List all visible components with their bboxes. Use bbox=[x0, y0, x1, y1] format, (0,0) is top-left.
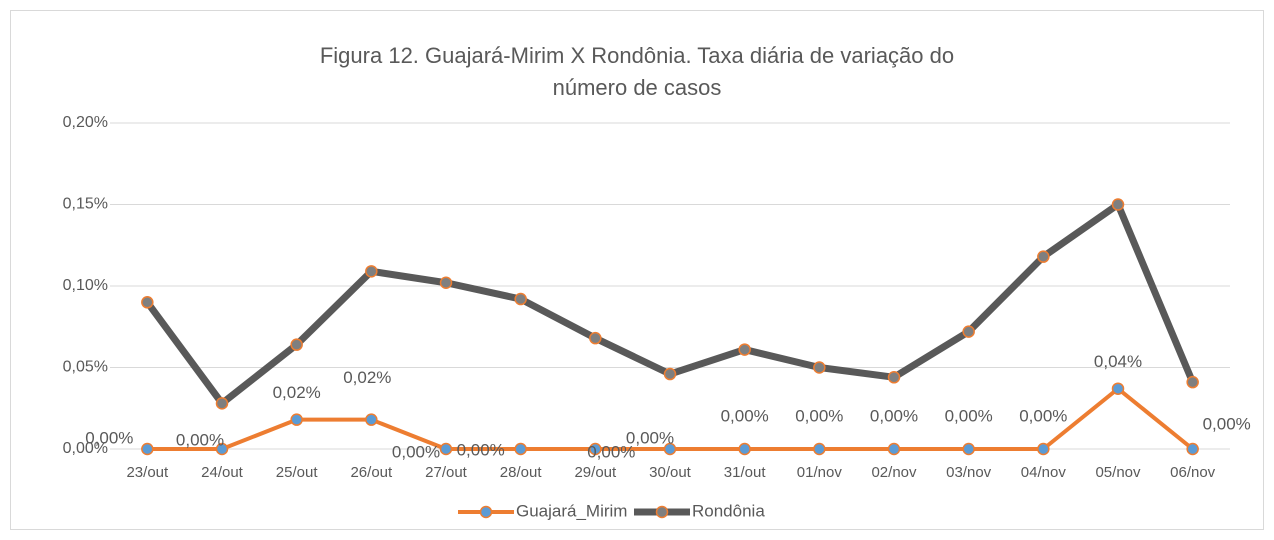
legend-marker bbox=[655, 505, 669, 519]
data-label: 0,00% bbox=[721, 406, 769, 425]
data-label: 0,00% bbox=[945, 406, 993, 425]
data-label: 0,00% bbox=[176, 430, 224, 449]
data-label: 0,00% bbox=[1203, 414, 1251, 433]
y-tick-label: 0,10% bbox=[63, 277, 108, 294]
point-marker bbox=[1111, 382, 1125, 395]
point-marker bbox=[962, 442, 975, 456]
point-marker bbox=[141, 442, 154, 456]
y-tick-label: 0,05% bbox=[63, 359, 108, 376]
x-tick-label: 29/out bbox=[574, 464, 617, 481]
point-marker bbox=[215, 442, 229, 456]
x-tick-label: 31/out bbox=[724, 464, 767, 481]
x-tick-label: 26/out bbox=[350, 464, 393, 481]
x-tick-label: 02/nov bbox=[871, 464, 917, 481]
point-marker bbox=[1037, 442, 1050, 456]
point-marker bbox=[1186, 442, 1199, 456]
point-marker bbox=[887, 442, 901, 456]
point-marker bbox=[887, 371, 901, 384]
data-label: 0,00% bbox=[870, 406, 918, 425]
point-marker bbox=[738, 442, 751, 456]
point-marker bbox=[439, 276, 453, 289]
x-tick-label: 04/nov bbox=[1021, 464, 1067, 481]
x-tick-label: 06/nov bbox=[1170, 464, 1216, 481]
y-tick-label: 0,20% bbox=[63, 114, 108, 131]
legend-label: Rondônia bbox=[692, 501, 765, 520]
point-marker bbox=[141, 296, 154, 309]
point-marker bbox=[439, 442, 453, 456]
x-tick-label: 24/out bbox=[201, 464, 244, 481]
point-marker bbox=[1186, 375, 1199, 389]
x-tick-label: 30/out bbox=[649, 464, 692, 481]
x-tick-label: 03/nov bbox=[946, 464, 992, 481]
point-marker bbox=[663, 442, 677, 456]
point-marker bbox=[215, 397, 229, 410]
y-tick-label: 0,00% bbox=[63, 440, 108, 457]
data-label: 0,02% bbox=[273, 383, 321, 402]
y-tick-label: 0,15% bbox=[63, 196, 108, 213]
point-marker bbox=[514, 442, 527, 456]
point-marker bbox=[290, 338, 303, 351]
data-label: 0,00% bbox=[85, 428, 133, 447]
legend-marker bbox=[479, 505, 493, 519]
point-marker bbox=[365, 413, 378, 426]
data-label: 0,00% bbox=[457, 440, 505, 459]
data-label: 0,00% bbox=[1019, 406, 1067, 425]
x-tick-label: 27/out bbox=[425, 464, 468, 481]
point-marker bbox=[1111, 198, 1125, 211]
x-tick-label: 28/out bbox=[500, 464, 543, 481]
data-label: 0,00% bbox=[626, 428, 674, 447]
point-marker bbox=[290, 413, 303, 426]
point-marker bbox=[589, 442, 602, 456]
x-tick-label: 23/out bbox=[126, 464, 169, 481]
data-label: 0,00% bbox=[587, 442, 635, 461]
point-marker bbox=[738, 343, 751, 356]
point-marker bbox=[813, 442, 826, 456]
point-marker bbox=[365, 265, 378, 278]
data-label: 0,02% bbox=[343, 368, 391, 387]
point-marker bbox=[589, 331, 602, 345]
x-tick-label: 01/nov bbox=[797, 464, 843, 481]
point-marker bbox=[813, 361, 826, 374]
chart-title: Figura 12. Guajará-Mirim X Rondônia. Tax… bbox=[319, 43, 955, 100]
x-tick-label: 25/out bbox=[276, 464, 319, 481]
data-label: 0,00% bbox=[795, 406, 843, 425]
chart-border bbox=[10, 10, 1264, 530]
point-marker bbox=[514, 292, 527, 306]
x-tick-label: 05/nov bbox=[1095, 464, 1141, 481]
point-marker bbox=[1037, 250, 1050, 263]
point-marker bbox=[663, 367, 677, 381]
data-label: 0,00% bbox=[392, 442, 440, 461]
legend-label: Guajará_Mirim bbox=[516, 501, 627, 520]
data-label: 0,04% bbox=[1094, 352, 1142, 371]
point-marker bbox=[962, 325, 975, 338]
